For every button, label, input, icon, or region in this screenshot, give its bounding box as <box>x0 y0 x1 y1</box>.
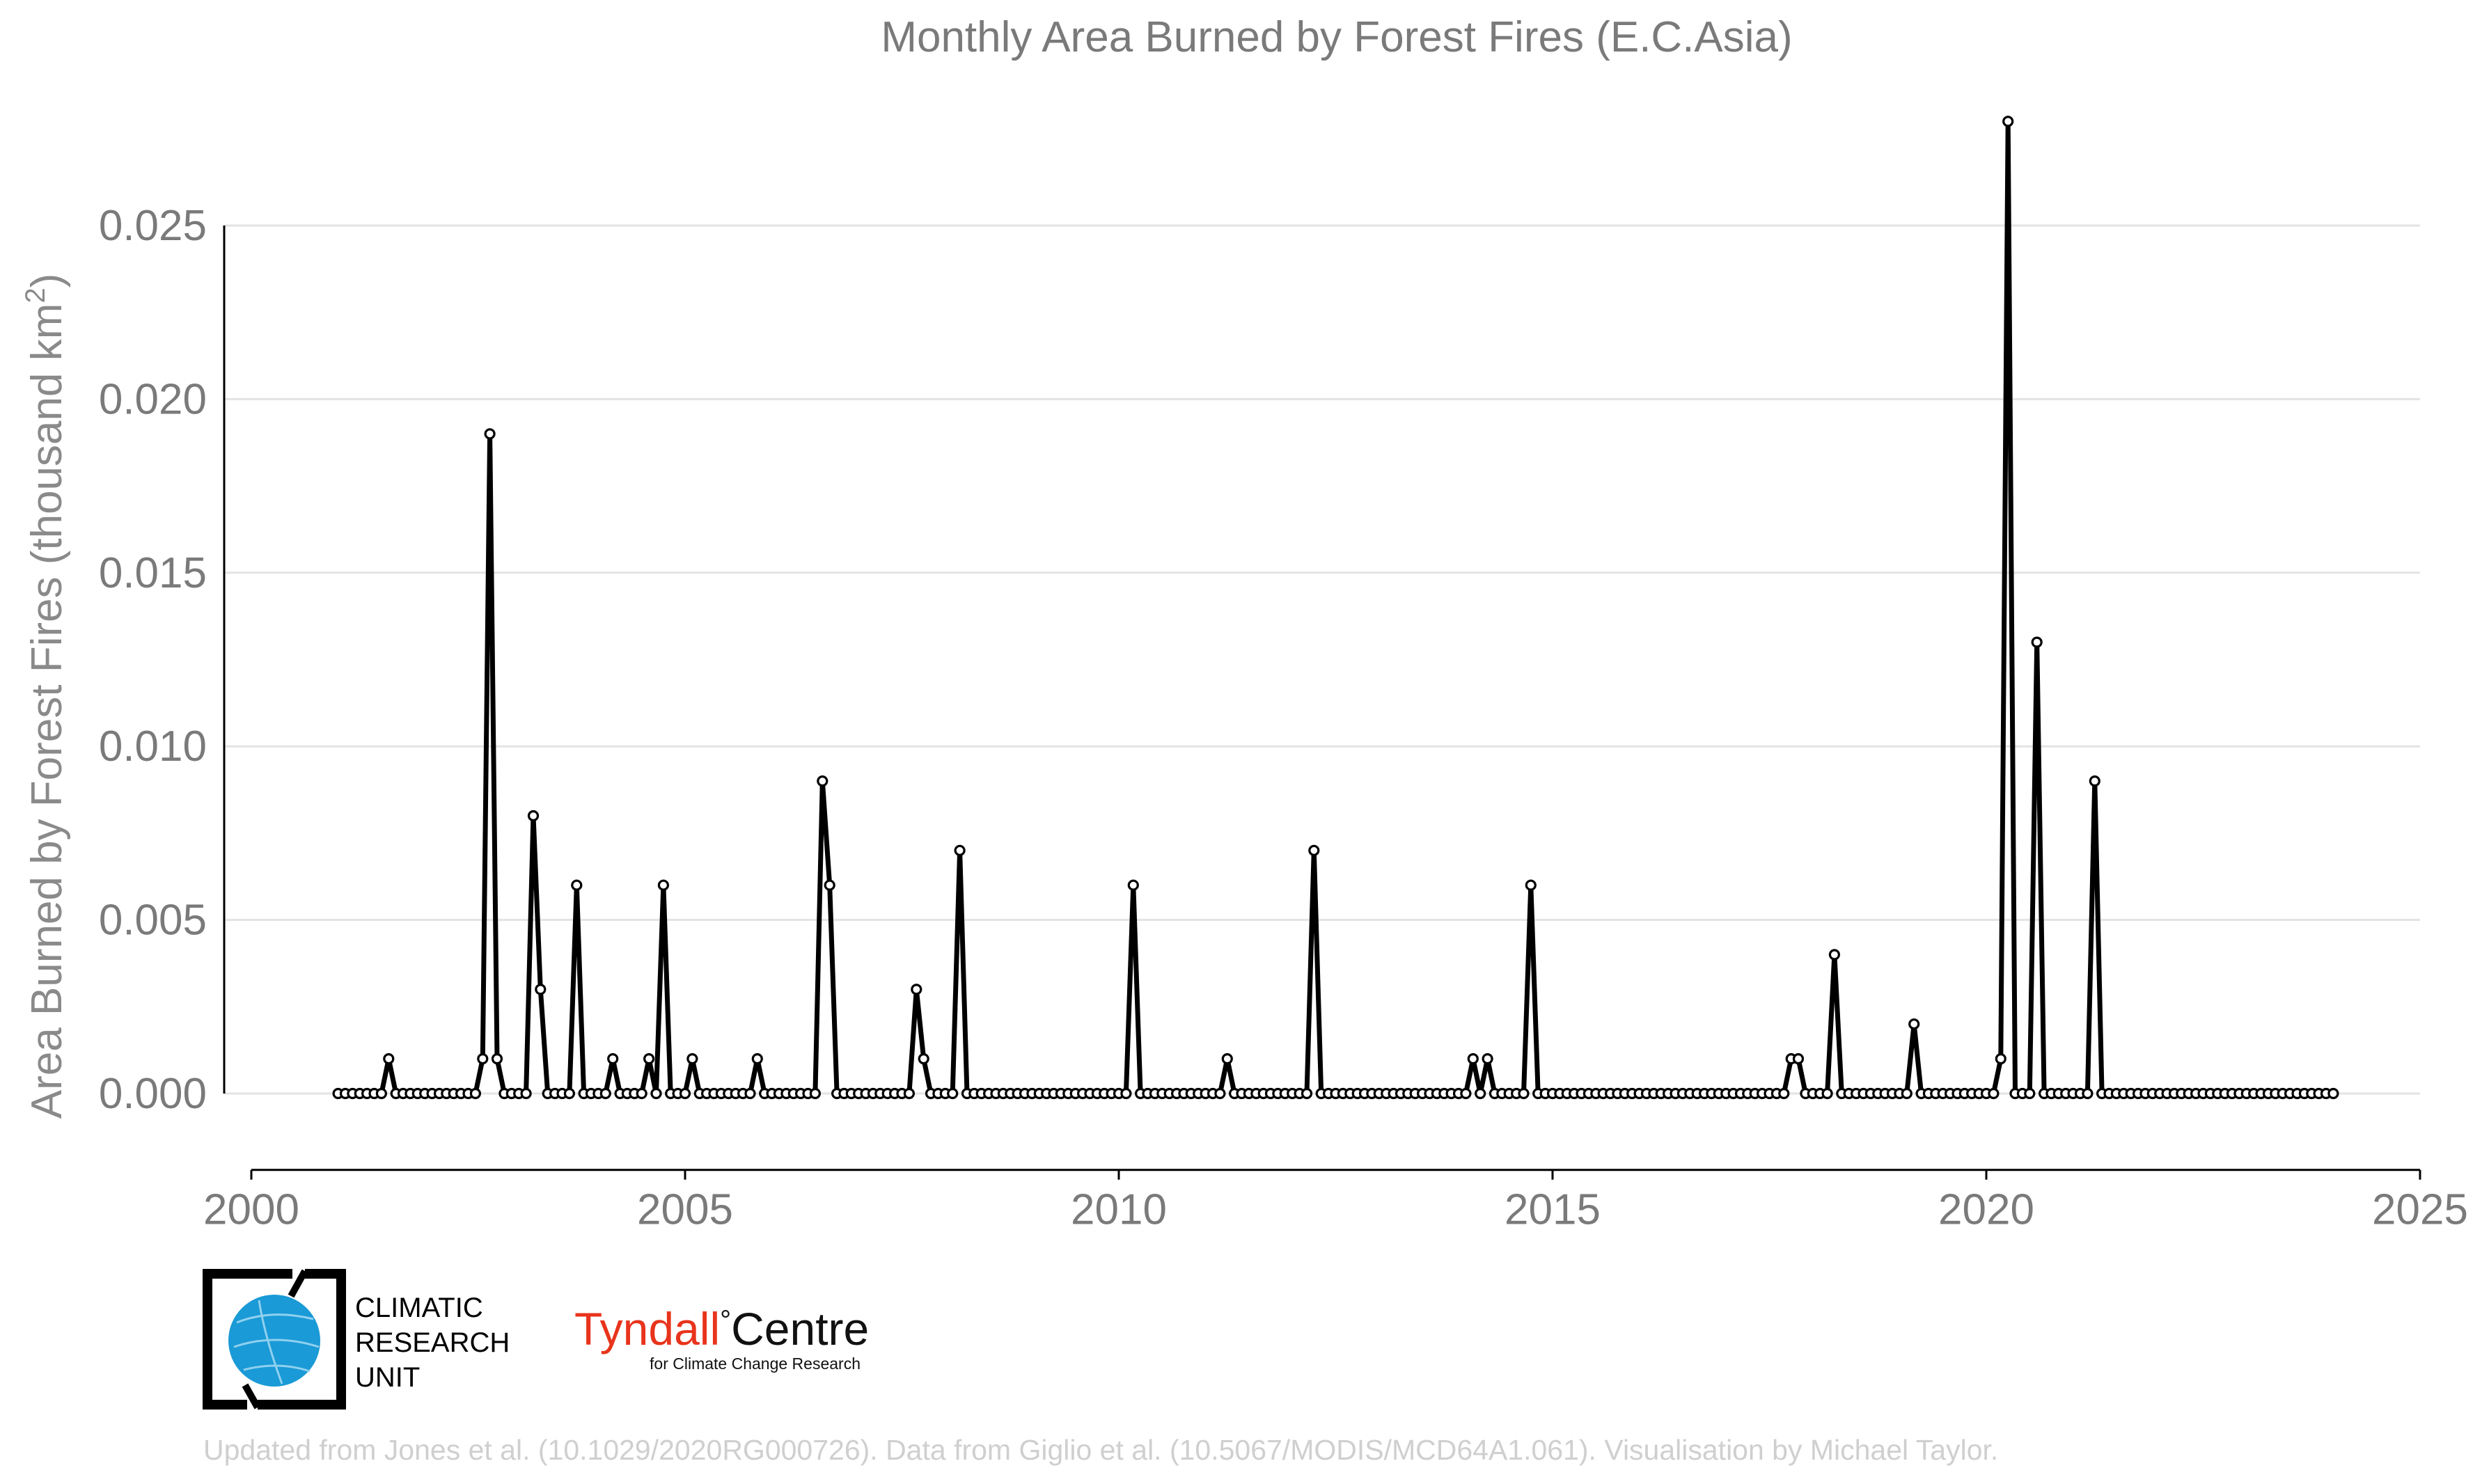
data-point <box>535 984 547 995</box>
data-point <box>1995 1052 2006 1065</box>
data-point <box>2002 116 2014 127</box>
data-point <box>2082 1087 2094 1100</box>
tyndall-wordmark-red: Tyndall <box>574 1303 720 1355</box>
cru-logo-slash-top <box>288 1269 308 1298</box>
y-tick-label: 0.025 <box>99 202 207 250</box>
y-tick-label: 0.005 <box>99 897 207 945</box>
y-axis-label-close: ) <box>23 274 71 288</box>
cru-label-line-2: RESEARCH <box>355 1327 510 1358</box>
data-point <box>2327 1087 2339 1100</box>
data-point <box>2089 775 2100 787</box>
chart-title: Monthly Area Burned by Forest Fires (E.C… <box>881 13 1792 61</box>
data-point <box>1120 1087 1132 1100</box>
data-point <box>1908 1018 1920 1030</box>
y-axis-label: Area Burned by Forest Fires (thousand km… <box>20 274 71 1119</box>
data-point <box>1308 844 1320 856</box>
series-line <box>338 118 2334 1096</box>
data-point <box>1778 1087 1790 1100</box>
data-point <box>1482 1052 1493 1065</box>
data-point <box>643 1052 655 1065</box>
data-point <box>744 1087 756 1100</box>
x-tick-label: 2010 <box>1071 1186 1167 1234</box>
data-point <box>1828 949 1840 961</box>
data-point <box>1901 1087 1912 1100</box>
data-point <box>571 879 583 891</box>
y-tick-label: 0.010 <box>99 723 207 771</box>
y-tick-label: 0.000 <box>99 1070 207 1118</box>
cru-logo-frame-left <box>203 1269 292 1410</box>
x-tick-label: 2005 <box>637 1186 733 1234</box>
y-axis-label-superscript: 2 <box>20 287 51 303</box>
axes <box>223 226 2421 1180</box>
data-point <box>636 1087 647 1100</box>
data-point <box>911 984 922 995</box>
data-point <box>809 1087 822 1100</box>
data-point <box>2031 636 2043 648</box>
data-point <box>1518 1087 1530 1100</box>
data-point <box>607 1052 619 1065</box>
y-tick-labels: 0.000 0.005 0.010 0.015 0.020 0.025 <box>99 202 207 1118</box>
data-point <box>679 1087 691 1100</box>
data-point <box>484 428 496 440</box>
data-credit: Updated from Jones et al. (10.1029/2020R… <box>203 1434 1998 1466</box>
data-point <box>1792 1052 1805 1065</box>
data-point <box>375 1087 388 1100</box>
data-point <box>527 810 540 822</box>
data-point <box>1127 879 1139 891</box>
x-tick-labels: 2000 2005 2010 2015 2020 2025 <box>203 1186 2468 1234</box>
data-point <box>650 1087 662 1100</box>
x-tick-label: 2000 <box>203 1186 299 1234</box>
cru-logo-frame-right <box>258 1269 346 1410</box>
data-point <box>1221 1052 1233 1065</box>
data-point <box>824 879 835 891</box>
x-tick-label: 2025 <box>2372 1186 2468 1234</box>
cru-label-line-3: UNIT <box>355 1362 420 1393</box>
globe-icon-contours <box>233 1300 320 1384</box>
data-point <box>520 1087 532 1100</box>
data-point <box>599 1087 611 1100</box>
data-point <box>477 1052 489 1065</box>
cru-label-line-1: CLIMATIC <box>355 1293 483 1323</box>
data-point <box>469 1087 482 1100</box>
data-point <box>491 1052 503 1065</box>
data-point <box>686 1052 698 1065</box>
data-point <box>1214 1087 1226 1100</box>
cru-logo: CLIMATIC RESEARCH UNIT <box>203 1269 510 1410</box>
data-point <box>1525 879 1537 891</box>
tyndall-wordmark-black: Centre <box>731 1303 869 1355</box>
data-point <box>563 1087 576 1100</box>
data-point <box>1475 1087 1486 1100</box>
data-point <box>383 1052 395 1065</box>
data-point <box>903 1087 916 1100</box>
tyndall-centre-logo: Tyndall°Centre for Climate Change Resear… <box>574 1303 869 1373</box>
y-tick-label: 0.015 <box>99 549 207 597</box>
data-point <box>918 1052 929 1065</box>
x-tick-label: 2015 <box>1505 1186 1601 1234</box>
data-point <box>954 844 966 856</box>
data-point <box>1301 1087 1313 1100</box>
tyndall-wordmark: Tyndall°Centre <box>574 1303 869 1355</box>
data-point <box>1821 1087 1833 1100</box>
x-tick-label: 2020 <box>1938 1186 2034 1234</box>
cru-logo-slash-bottom <box>242 1383 261 1410</box>
data-point <box>947 1087 959 1100</box>
y-tick-label: 0.020 <box>99 375 207 423</box>
data-point <box>817 775 828 787</box>
tyndall-degree: ° <box>720 1305 731 1336</box>
data-point <box>657 879 670 891</box>
data-point <box>1988 1087 2000 1100</box>
data-point <box>1467 1052 1479 1065</box>
data-point <box>1460 1087 1472 1100</box>
series-area-burned <box>332 116 2339 1100</box>
tyndall-subtitle: for Climate Change Research <box>650 1355 861 1373</box>
data-point <box>2024 1087 2036 1100</box>
y-axis-label-main: Area Burned by Forest Fires (thousand km <box>23 303 71 1119</box>
data-point <box>751 1052 763 1065</box>
